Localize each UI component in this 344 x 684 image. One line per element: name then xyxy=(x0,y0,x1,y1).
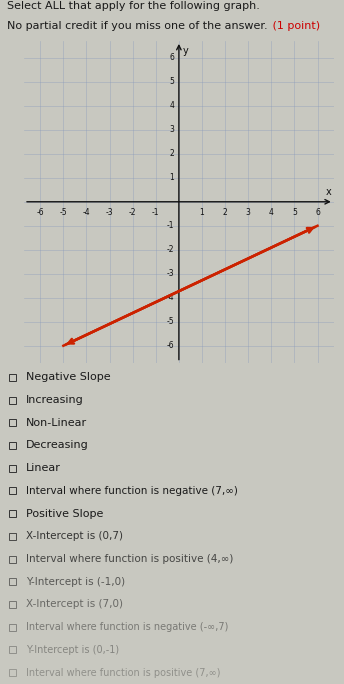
Text: Interval where function is positive (4,∞): Interval where function is positive (4,∞… xyxy=(26,554,233,564)
Text: No partial credit if you miss one of the answer.: No partial credit if you miss one of the… xyxy=(7,21,268,31)
Text: 5: 5 xyxy=(292,209,297,218)
Text: Positive Slope: Positive Slope xyxy=(26,509,103,518)
Text: Increasing: Increasing xyxy=(26,395,84,405)
Text: -4: -4 xyxy=(166,293,174,302)
Text: x: x xyxy=(326,187,332,196)
Text: Y-Intercept is (-1,0): Y-Intercept is (-1,0) xyxy=(26,577,125,587)
Text: 3: 3 xyxy=(246,209,251,218)
Text: X-Intercept is (0,7): X-Intercept is (0,7) xyxy=(26,531,123,541)
Text: -1: -1 xyxy=(152,209,160,218)
Text: 2: 2 xyxy=(170,149,174,158)
Text: 3: 3 xyxy=(169,125,174,134)
Text: 5: 5 xyxy=(169,77,174,86)
Text: -2: -2 xyxy=(129,209,137,218)
Text: -5: -5 xyxy=(60,209,67,218)
Text: 4: 4 xyxy=(269,209,274,218)
Text: 6: 6 xyxy=(315,209,320,218)
Text: X-Intercept is (7,0): X-Intercept is (7,0) xyxy=(26,599,123,609)
Text: 2: 2 xyxy=(223,209,227,218)
Text: Select ALL that apply for the following graph.: Select ALL that apply for the following … xyxy=(7,1,260,11)
Text: -3: -3 xyxy=(106,209,114,218)
Text: Interval where function is negative (-∞,7): Interval where function is negative (-∞,… xyxy=(26,622,228,632)
Text: (1 point): (1 point) xyxy=(269,21,321,31)
Text: Non-Linear: Non-Linear xyxy=(26,418,87,428)
Text: -6: -6 xyxy=(166,341,174,350)
Text: -3: -3 xyxy=(166,269,174,278)
Text: -2: -2 xyxy=(167,246,174,254)
Text: Y-Intercept is (0,-1): Y-Intercept is (0,-1) xyxy=(26,645,119,655)
Text: Interval where function is negative (7,∞): Interval where function is negative (7,∞… xyxy=(26,486,238,496)
Text: -6: -6 xyxy=(36,209,44,218)
Text: -1: -1 xyxy=(167,221,174,231)
Text: y: y xyxy=(183,46,189,56)
Text: -5: -5 xyxy=(166,317,174,326)
Text: Linear: Linear xyxy=(26,463,61,473)
Text: 4: 4 xyxy=(169,101,174,110)
Text: -4: -4 xyxy=(83,209,90,218)
Text: 1: 1 xyxy=(200,209,204,218)
Text: Interval where function is positive (7,∞): Interval where function is positive (7,∞… xyxy=(26,668,220,678)
Text: 1: 1 xyxy=(170,173,174,183)
Text: Negative Slope: Negative Slope xyxy=(26,372,110,382)
Text: Decreasing: Decreasing xyxy=(26,440,88,451)
Text: 6: 6 xyxy=(169,53,174,62)
